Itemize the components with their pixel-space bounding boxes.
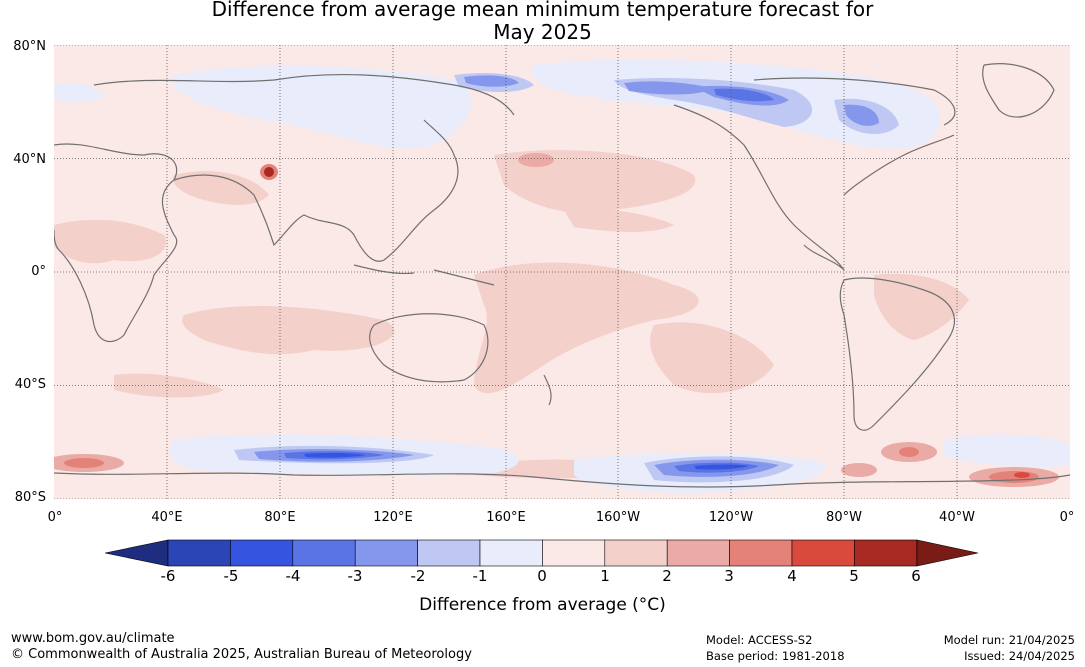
colorbar-segment [167,539,231,567]
colorbar-max-arrow [916,539,979,567]
map-title-line1: Difference from average mean minimum tem… [211,0,874,21]
colorbar-tick: -4 [285,567,301,585]
colorbar-label: Difference from average (°C) [419,595,666,615]
colorbar-tick: 6 [911,567,921,585]
lat-label-40s: 40°S [14,377,46,392]
colorbar-segments [167,539,918,567]
map-title-line2: May 2025 [493,20,592,44]
anomaly-cool-4-5 [304,452,749,470]
colorbar-segment [854,539,918,567]
colorbar [105,539,979,567]
colorbar-tick: -3 [347,567,363,585]
colorbar-tick: 4 [787,567,797,585]
anomaly-warm-1-2 [54,150,969,479]
colorbar-segment [666,539,730,567]
lon-label-160e: 160°E [486,510,526,525]
footer-issued: Issued: 24/04/2025 [964,649,1075,663]
lon-label-0-right: 0° [1059,510,1075,525]
lon-label-160w: 160°W [595,510,641,525]
lon-label-80w: 80°W [826,510,862,525]
lon-label-120w: 120°W [708,510,754,525]
lon-label-40e: 40°E [151,510,183,525]
footer-model-run: Model run: 21/04/2025 [943,633,1075,647]
colorbar-tick: 3 [724,567,734,585]
colorbar-tick: -5 [223,567,239,585]
colorbar-segment [729,539,793,567]
lon-label-40w: 40°W [939,510,975,525]
colorbar-segment [354,539,418,567]
footer-website: www.bom.gov.au/climate [11,631,175,646]
lat-label-80s: 80°S [14,490,46,505]
lat-label-40n: 40°N [13,152,46,167]
colorbar-tick: 5 [849,567,859,585]
colorbar-tick: 1 [600,567,610,585]
temperature-anomaly-map [54,45,1070,499]
lon-label-0-left: 0° [47,510,63,525]
colorbar-tick: -6 [160,567,176,585]
colorbar-tick: 2 [662,567,672,585]
anomaly-hotspots [54,153,1059,487]
colorbar-tick: -1 [472,567,488,585]
footer-model: Model: ACCESS-S2 [706,633,813,647]
gridlines [54,45,1070,499]
colorbar-segment [417,539,481,567]
lat-label-equator: 0° [31,264,46,279]
colorbar-segment [292,539,356,567]
colorbar-tick: -2 [410,567,426,585]
colorbar-segment [791,539,855,567]
colorbar-segment [479,539,543,567]
footer-copyright: © Commonwealth of Australia 2025, Austra… [11,647,472,662]
colorbar-segment [604,539,668,567]
lat-label-80n: 80°N [13,39,46,54]
colorbar-segment [542,539,606,567]
colorbar-segment [230,539,294,567]
lon-label-120e: 120°E [373,510,413,525]
colorbar-min-arrow [105,539,169,567]
colorbar-tick: 0 [537,567,547,585]
footer-base-period: Base period: 1981-2018 [706,649,845,663]
lon-label-80e: 80°E [264,510,296,525]
